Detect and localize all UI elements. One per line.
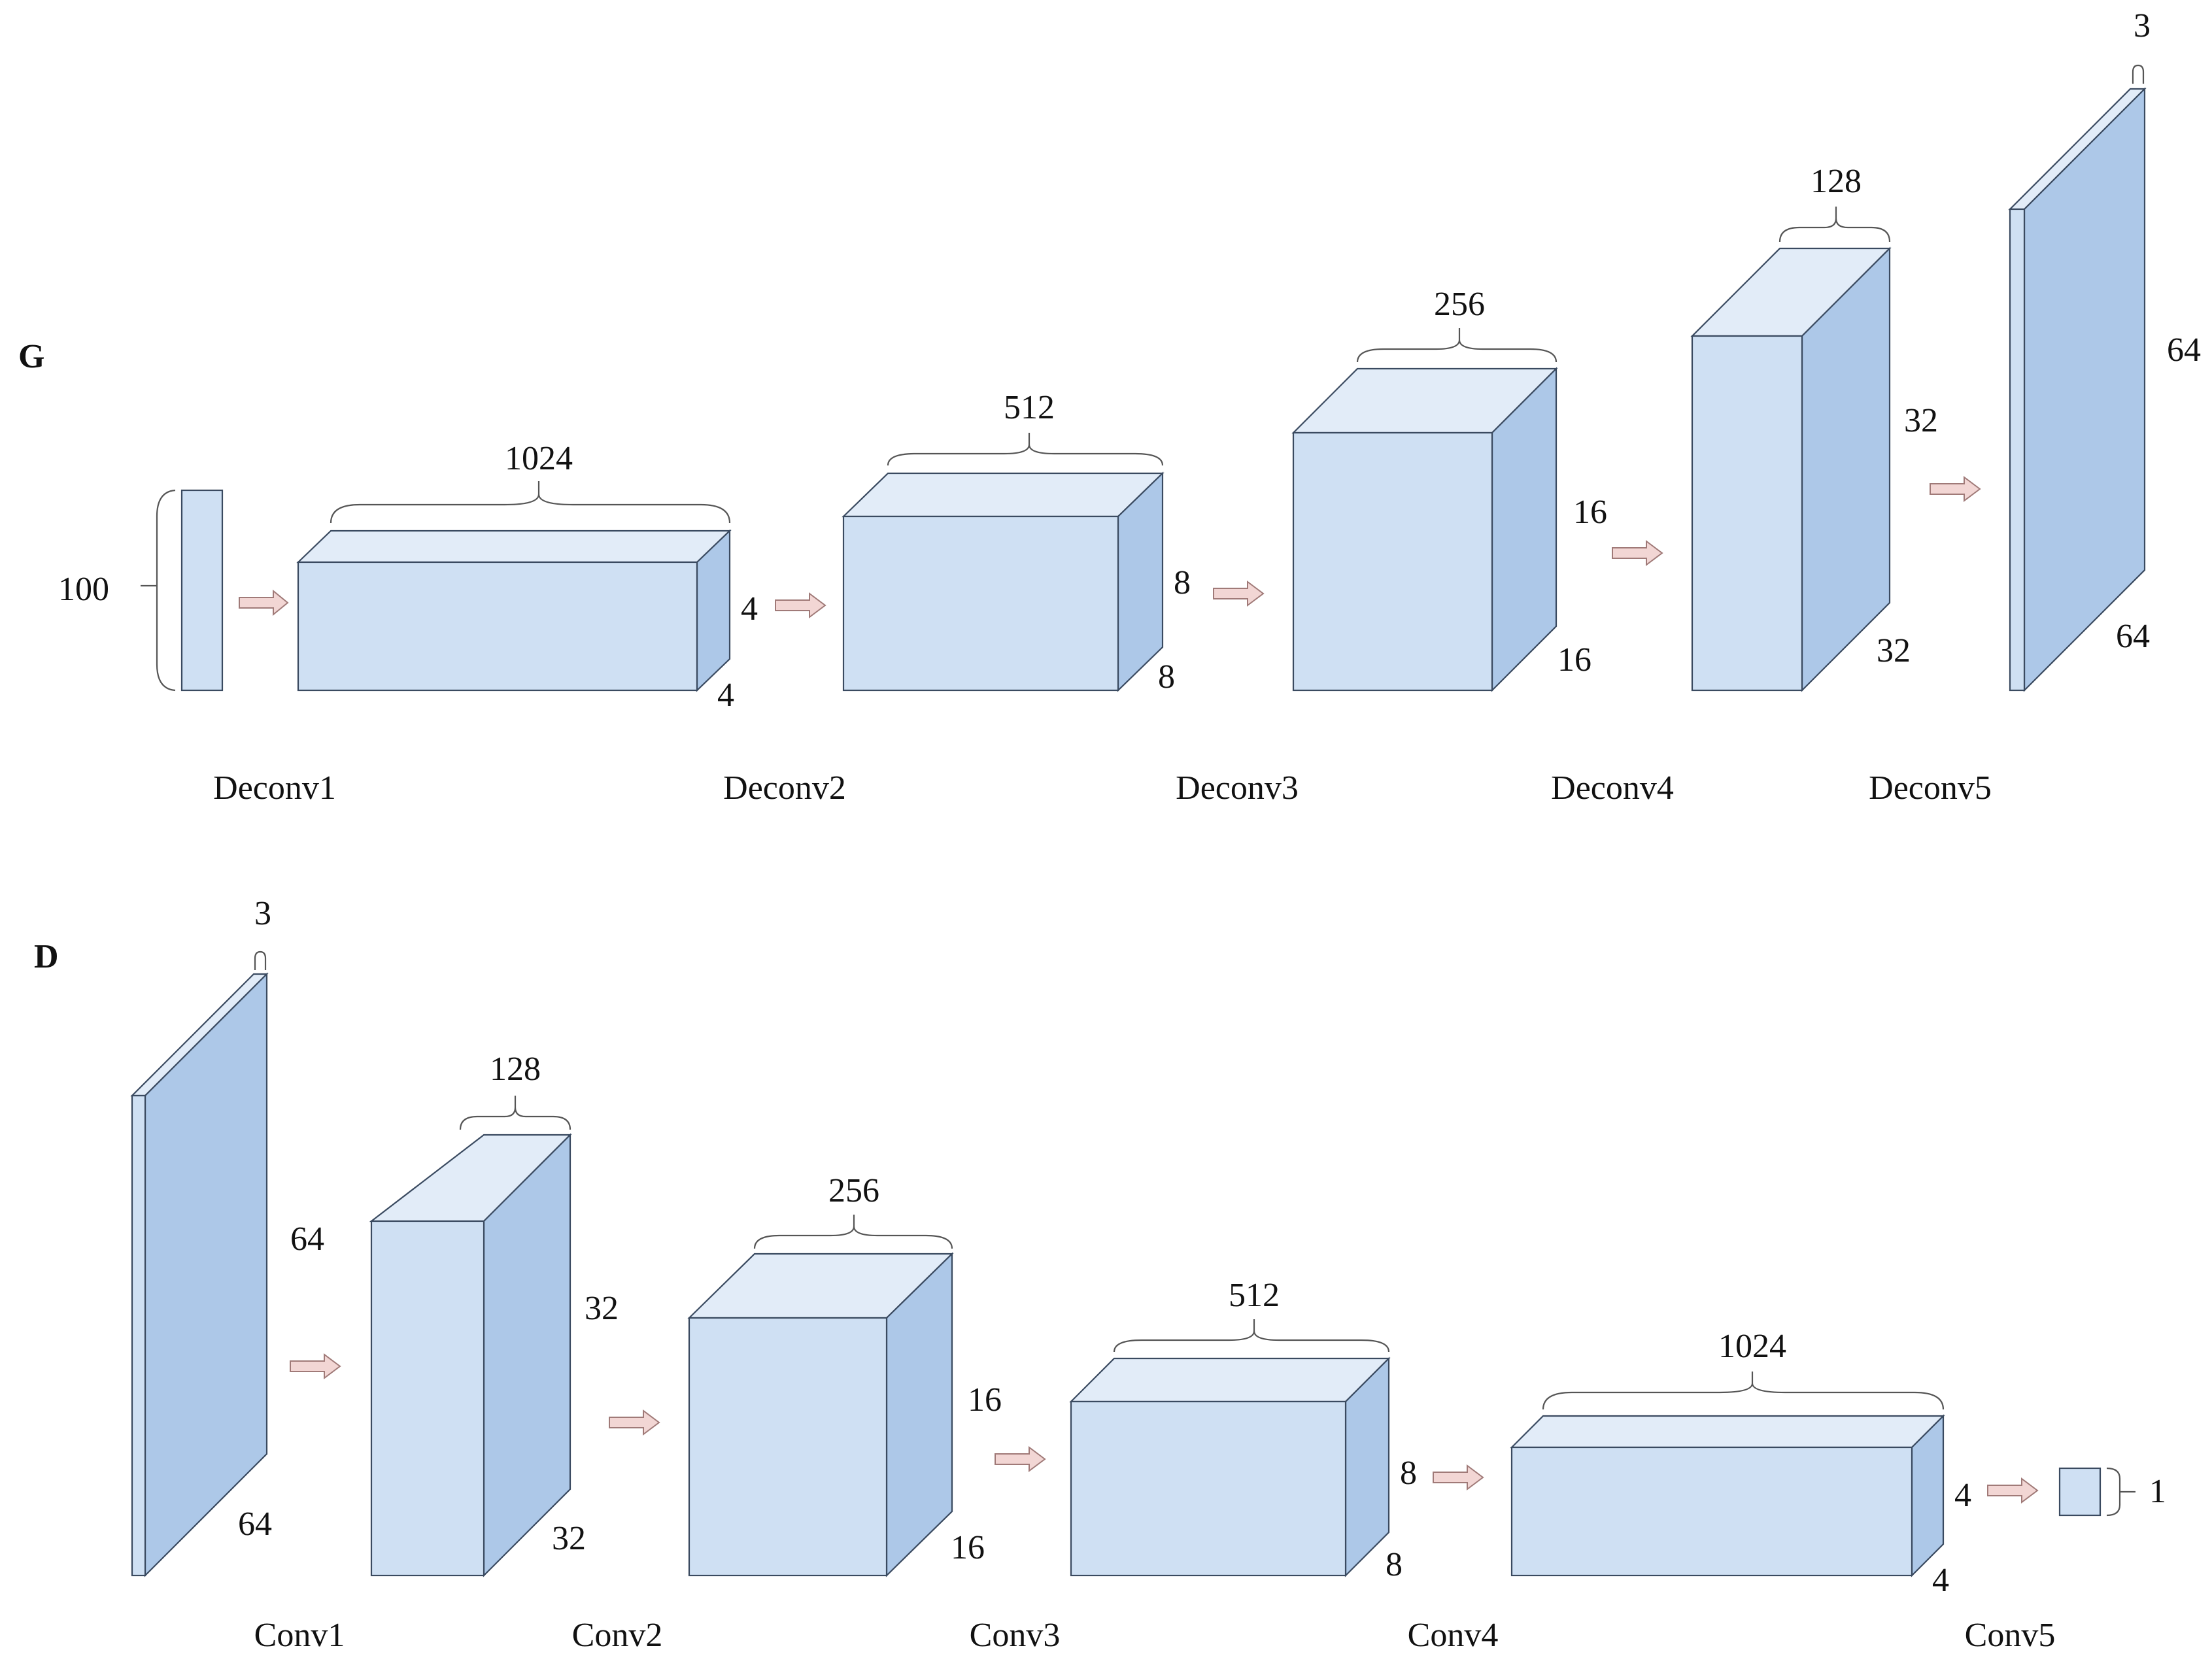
deconv3-layer-name: Deconv3 xyxy=(1176,769,1299,807)
conv2-layer-name: Conv2 xyxy=(572,1617,663,1654)
deconv5-block: 3 64 64 Deconv5 xyxy=(1869,7,2201,807)
arrow-deconv3-to-deconv4 xyxy=(1612,540,1663,566)
conv4-height-label: 8 xyxy=(1400,1455,1417,1492)
conv5-width-label: 4 xyxy=(1932,1562,1949,1599)
conv4-layer-name: Conv4 xyxy=(1408,1617,1499,1654)
deconv2-block: 512 8 8 Deconv2 xyxy=(723,389,1191,807)
conv4-channel-brace xyxy=(1113,1330,1390,1353)
deconv5-layer-name: Deconv5 xyxy=(1869,769,1992,807)
input-size-label: 100 xyxy=(58,571,109,608)
input-size-brace xyxy=(156,489,176,692)
arrow-input-to-deconv1 xyxy=(239,589,289,616)
conv4-block: 512 8 8 Conv4 xyxy=(1069,1277,1499,1654)
output-unit-box xyxy=(2058,1467,2101,1517)
conv4-width-label: 8 xyxy=(1386,1546,1403,1583)
arrow-conv2-to-conv3 xyxy=(609,1409,660,1436)
conv5-height-label: 4 xyxy=(1954,1477,1971,1514)
deconv2-height-label: 8 xyxy=(1174,564,1191,601)
deconv1-width-label: 4 xyxy=(717,677,734,714)
conv3-channel-brace xyxy=(753,1226,953,1249)
deconv3-height-label: 16 xyxy=(1573,494,1607,531)
conv4-top-face xyxy=(1069,1357,1391,1403)
deconv4-layer-name: Deconv4 xyxy=(1551,769,1674,807)
conv2-width-label: 32 xyxy=(552,1520,586,1557)
arrow-conv3-to-conv4 xyxy=(995,1446,1046,1472)
deconv5-width-label: 64 xyxy=(2116,618,2150,655)
conv3-channels-label: 256 xyxy=(828,1172,879,1209)
discriminator-section-label: D xyxy=(34,938,59,975)
deconv4-width-label: 32 xyxy=(1877,632,1911,669)
conv3-layer-name: Conv3 xyxy=(970,1617,1061,1654)
arrow-deconv2-to-deconv3 xyxy=(1213,581,1265,607)
arrow-deconv4-to-deconv5 xyxy=(1930,476,1981,502)
deconv5-channel-brace xyxy=(2132,64,2145,84)
conv2-height-label: 32 xyxy=(585,1290,619,1327)
conv1-block: 3 64 64 Conv1 xyxy=(130,895,345,1654)
arrow-deconv1-to-deconv2 xyxy=(775,592,826,618)
deconv2-top-face xyxy=(842,472,1165,518)
deconv3-channel-brace xyxy=(1356,339,1557,363)
deconv1-height-label: 4 xyxy=(741,590,758,628)
conv1-channel-brace xyxy=(254,951,267,970)
conv2-front-face xyxy=(370,1220,485,1577)
input-vector-bar xyxy=(180,489,224,692)
deconv2-front-face xyxy=(842,515,1119,692)
deconv4-channels-label: 128 xyxy=(1811,163,1862,200)
arrow-conv4-to-conv5 xyxy=(1433,1464,1484,1490)
conv1-channels-label: 3 xyxy=(254,895,271,932)
deconv1-channel-brace xyxy=(330,494,731,524)
deconv1-channels-label: 1024 xyxy=(505,440,573,477)
deconv1-top-face xyxy=(296,530,732,564)
conv4-channels-label: 512 xyxy=(1229,1277,1280,1314)
conv2-block: 128 32 32 Conv2 xyxy=(369,1051,663,1654)
deconv2-layer-name: Deconv2 xyxy=(723,769,846,807)
deconv3-channels-label: 256 xyxy=(1434,286,1485,323)
deconv3-width-label: 16 xyxy=(1557,641,1591,679)
generator-section-label: G xyxy=(18,338,44,375)
conv5-front-face xyxy=(1510,1446,1913,1577)
arrow-conv1-to-conv2 xyxy=(290,1353,341,1379)
deconv2-channels-label: 512 xyxy=(1004,389,1055,426)
conv1-height-label: 64 xyxy=(290,1221,324,1258)
deconv3-front-face xyxy=(1292,431,1493,692)
deconv5-height-label: 64 xyxy=(2167,331,2201,369)
conv3-front-face xyxy=(688,1317,888,1577)
conv1-layer-name: Conv1 xyxy=(254,1617,345,1654)
output-size-label: 1 xyxy=(2149,1473,2166,1510)
deconv4-channel-brace xyxy=(1778,218,1891,243)
conv5-top-face xyxy=(1510,1415,1945,1449)
conv3-width-label: 16 xyxy=(951,1529,985,1566)
generator-input-vector: 100 xyxy=(58,489,224,692)
deconv3-block: 256 16 16 Deconv3 xyxy=(1176,286,1607,807)
deconv1-front-face xyxy=(297,561,698,692)
conv5-channels-label: 1024 xyxy=(1718,1328,1786,1365)
conv5-layer-name: Conv5 xyxy=(1965,1617,2056,1654)
discriminator-output-unit: 1 xyxy=(2058,1467,2166,1517)
conv4-front-face xyxy=(1070,1400,1347,1577)
deconv4-block: 128 32 32 Deconv4 xyxy=(1551,163,1938,807)
deconv5-front-face xyxy=(2009,208,2026,692)
conv5-channel-brace xyxy=(1542,1383,1945,1410)
conv2-channels-label: 128 xyxy=(490,1051,541,1088)
output-size-brace xyxy=(2106,1467,2121,1517)
deconv4-height-label: 32 xyxy=(1904,402,1938,439)
conv3-block: 256 16 16 Conv3 xyxy=(687,1172,1061,1654)
conv3-height-label: 16 xyxy=(968,1381,1002,1419)
deconv2-width-label: 8 xyxy=(1158,658,1175,696)
conv2-channel-brace xyxy=(459,1107,571,1130)
deconv1-block: 1024 4 4 Deconv1 xyxy=(213,440,758,807)
conv1-width-label: 64 xyxy=(238,1506,272,1543)
arrow-conv5-to-output xyxy=(1987,1477,2039,1504)
deconv5-channels-label: 3 xyxy=(2134,7,2151,44)
deconv4-front-face xyxy=(1691,335,1803,692)
deconv1-layer-name: Deconv1 xyxy=(213,769,336,807)
conv5-block: 1024 4 4 Conv5 xyxy=(1510,1328,2056,1654)
deconv2-channel-brace xyxy=(887,444,1164,466)
conv1-front-face xyxy=(131,1094,146,1577)
